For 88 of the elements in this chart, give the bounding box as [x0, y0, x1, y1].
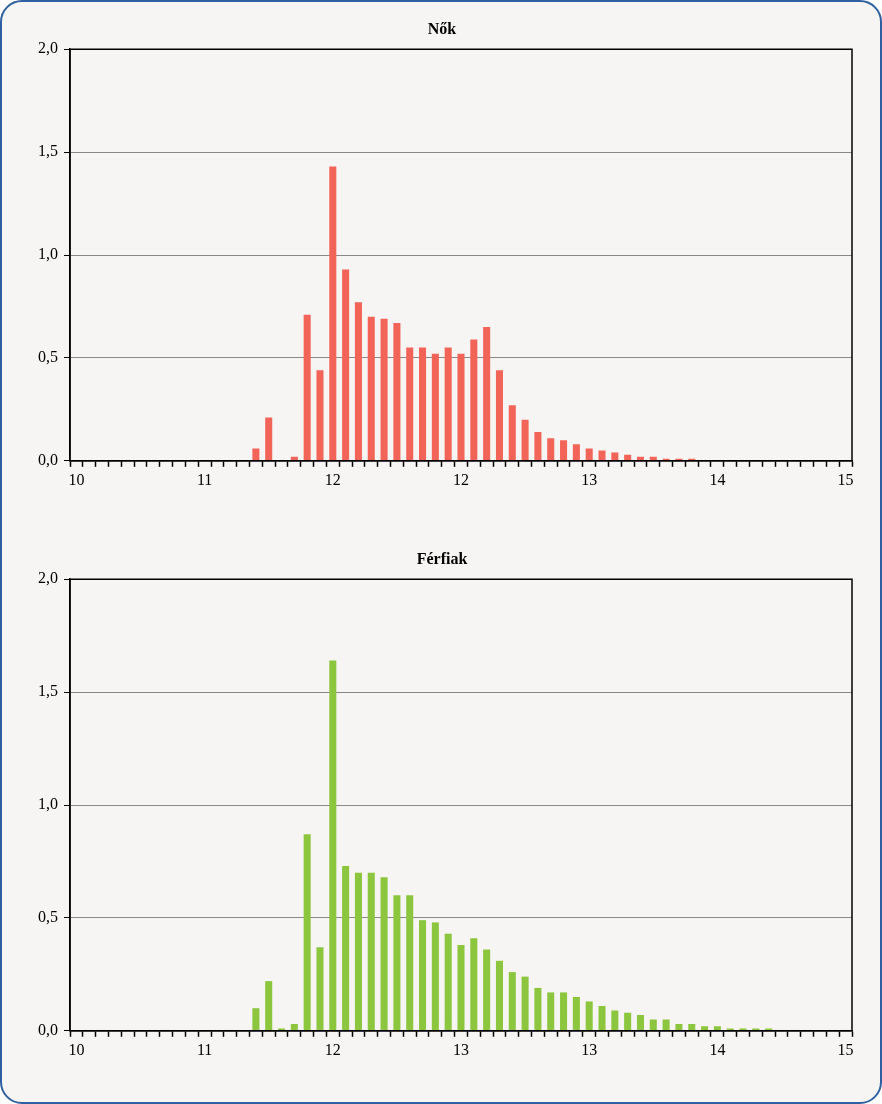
bar — [380, 877, 388, 1031]
bar — [316, 370, 324, 461]
bar — [444, 347, 452, 461]
bar — [431, 922, 439, 1031]
bar — [521, 976, 529, 1031]
bar — [495, 960, 503, 1031]
bar — [534, 987, 542, 1031]
y-tick-label: 0,5 — [38, 348, 58, 366]
bar — [303, 314, 311, 461]
x-tick-label: 11 — [196, 1040, 213, 1058]
bar — [688, 1024, 696, 1031]
bar — [393, 322, 401, 461]
bar — [393, 895, 401, 1031]
bar — [547, 992, 555, 1031]
bar — [406, 895, 414, 1031]
bar — [649, 1019, 657, 1031]
bar — [367, 872, 375, 1031]
bar — [470, 938, 478, 1031]
bar — [662, 1019, 670, 1031]
chart-title: Nők — [427, 19, 457, 37]
bar — [419, 347, 427, 461]
bar — [252, 1008, 260, 1031]
y-tick-label: 0,0 — [38, 451, 58, 468]
bar — [354, 302, 362, 461]
x-tick-label: 15 — [837, 1040, 854, 1058]
y-tick-label: 1,0 — [38, 245, 58, 263]
bar — [431, 353, 439, 461]
y-tick-label: 0,5 — [38, 908, 58, 926]
bar — [611, 1010, 619, 1031]
bar — [316, 947, 324, 1031]
bar — [547, 438, 555, 461]
bar — [470, 339, 478, 461]
x-tick-label: 13 — [581, 470, 598, 488]
bar — [354, 872, 362, 1031]
bar — [675, 1024, 683, 1031]
bar — [406, 347, 414, 461]
bar — [329, 166, 337, 461]
chart-title: Férfiak — [416, 549, 468, 567]
bar — [508, 405, 516, 461]
x-tick-label: 10 — [68, 1040, 85, 1058]
bar — [444, 933, 452, 1031]
bar — [265, 981, 273, 1031]
bar — [457, 353, 465, 461]
y-tick-label: 1,0 — [38, 795, 58, 813]
bar — [419, 920, 427, 1031]
bar — [713, 1026, 721, 1031]
bar — [483, 949, 491, 1031]
x-tick-label: 12 — [324, 470, 341, 488]
x-tick-label: 11 — [196, 470, 213, 488]
bar — [329, 660, 337, 1031]
x-tick-label: 13 — [453, 1040, 469, 1058]
x-tick-label: 14 — [709, 1040, 726, 1058]
bar — [495, 370, 503, 461]
bar — [483, 327, 491, 461]
bar — [290, 1024, 298, 1031]
y-tick-label: 2,0 — [38, 569, 58, 587]
bar — [534, 431, 542, 461]
bar — [252, 448, 260, 461]
x-tick-label: 13 — [581, 1040, 598, 1058]
y-tick-label: 0,0 — [38, 1021, 58, 1038]
bar — [585, 1001, 593, 1031]
bar — [265, 417, 273, 461]
y-tick-label: 2,0 — [38, 39, 58, 57]
x-tick-label: 12 — [453, 470, 469, 488]
bar — [572, 444, 580, 461]
bar — [457, 945, 465, 1031]
bar — [636, 1014, 644, 1031]
bar — [303, 834, 311, 1031]
x-tick-label: 14 — [709, 470, 726, 488]
bar — [342, 865, 350, 1031]
bar — [380, 318, 388, 461]
bar — [560, 992, 568, 1031]
bar — [585, 448, 593, 461]
bar — [598, 1005, 606, 1031]
bar — [508, 972, 516, 1031]
y-tick-label: 1,5 — [38, 682, 58, 700]
bar — [572, 996, 580, 1031]
bar — [624, 1012, 632, 1031]
x-tick-label: 15 — [837, 470, 854, 488]
y-tick-label: 1,5 — [38, 142, 58, 160]
bar — [701, 1026, 709, 1031]
bar — [598, 450, 606, 461]
x-tick-label: 12 — [324, 1040, 341, 1058]
bar — [560, 440, 568, 461]
bar — [367, 316, 375, 461]
x-tick-label: 10 — [68, 470, 85, 488]
bar — [521, 419, 529, 461]
bar — [342, 269, 350, 461]
